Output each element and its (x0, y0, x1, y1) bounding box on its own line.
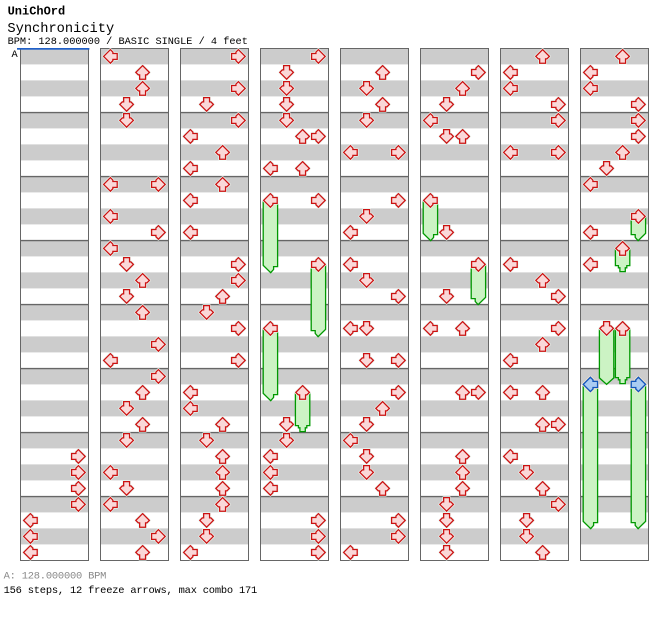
svg-text:UniChOrd: UniChOrd (8, 5, 66, 19)
svg-text:A: 128.000000 BPM: A: 128.000000 BPM (4, 570, 107, 582)
svg-text:A: A (12, 49, 19, 61)
svg-text:BPM: 128.000000 / BASIC SINGLE: BPM: 128.000000 / BASIC SINGLE / 4 feet (8, 36, 248, 48)
svg-text:Synchronicity: Synchronicity (7, 22, 114, 37)
svg-text:156 steps, 12 freeze arrows, m: 156 steps, 12 freeze arrows, max combo 1… (4, 585, 258, 597)
